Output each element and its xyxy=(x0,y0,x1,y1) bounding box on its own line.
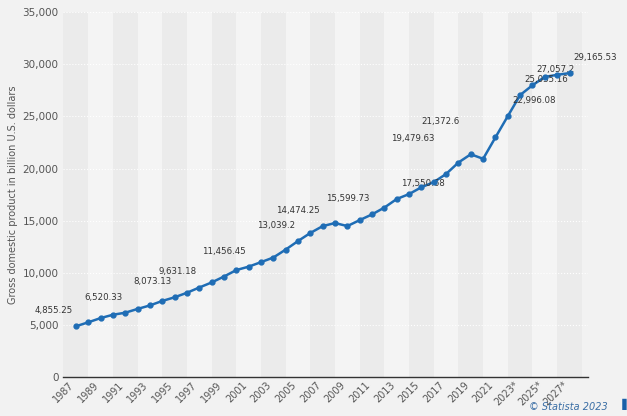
Bar xyxy=(557,12,582,377)
Bar xyxy=(162,12,187,377)
Text: 4,855.25: 4,855.25 xyxy=(35,306,73,315)
Text: 11,456.45: 11,456.45 xyxy=(202,247,246,255)
Bar xyxy=(483,12,508,377)
Text: 29,165.53: 29,165.53 xyxy=(574,53,618,62)
Text: 22,996.08: 22,996.08 xyxy=(512,96,556,105)
Bar xyxy=(384,12,409,377)
Text: 8,073.13: 8,073.13 xyxy=(134,277,172,286)
Text: 9,631.18: 9,631.18 xyxy=(159,267,196,276)
Text: 14,474.25: 14,474.25 xyxy=(276,206,320,215)
Bar xyxy=(261,12,286,377)
Bar xyxy=(286,12,310,377)
Text: 13,039.2: 13,039.2 xyxy=(257,221,295,230)
Bar xyxy=(310,12,335,377)
Bar xyxy=(63,12,88,377)
Bar xyxy=(458,12,483,377)
Text: 25,035.16: 25,035.16 xyxy=(524,75,568,84)
Bar xyxy=(434,12,458,377)
Text: 17,550.68: 17,550.68 xyxy=(401,179,445,188)
Bar xyxy=(508,12,532,377)
Text: 19,479.63: 19,479.63 xyxy=(391,134,435,143)
Bar xyxy=(360,12,384,377)
Bar xyxy=(335,12,360,377)
Text: 21,372.6: 21,372.6 xyxy=(421,117,460,126)
Bar xyxy=(236,12,261,377)
Bar xyxy=(113,12,137,377)
Bar xyxy=(88,12,113,377)
Text: 27,057.2: 27,057.2 xyxy=(537,65,575,74)
Text: © Statista 2023: © Statista 2023 xyxy=(529,402,608,412)
Y-axis label: Gross domestic product in billion U.S. dollars: Gross domestic product in billion U.S. d… xyxy=(8,85,18,304)
Text: 6,520.33: 6,520.33 xyxy=(84,292,122,302)
Bar xyxy=(211,12,236,377)
Bar xyxy=(137,12,162,377)
Text: 15,599.73: 15,599.73 xyxy=(326,194,369,203)
Bar xyxy=(409,12,434,377)
Bar xyxy=(187,12,211,377)
Text: ▐: ▐ xyxy=(618,399,626,410)
Bar xyxy=(532,12,557,377)
